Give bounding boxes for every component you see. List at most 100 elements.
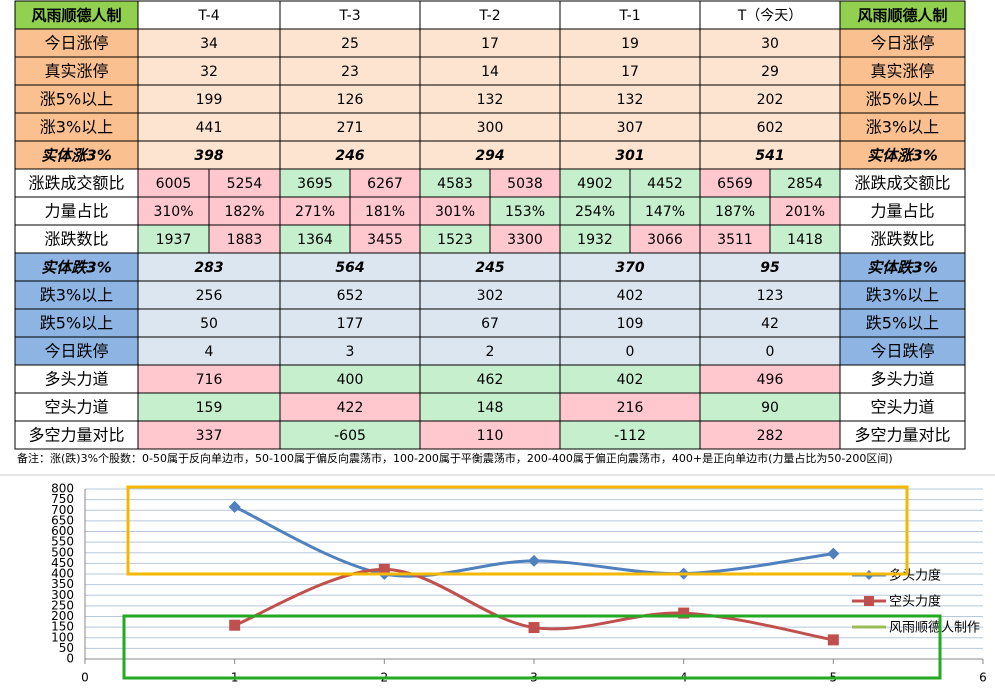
marker — [229, 619, 241, 631]
marker — [827, 634, 839, 646]
legend-marker — [864, 596, 874, 606]
cell-text: 187% — [715, 204, 755, 220]
row-label: 涨跌成交额比 — [854, 174, 950, 193]
row-label: 涨3%以上 — [866, 118, 939, 137]
row-label: 今日跌停 — [44, 342, 108, 361]
cell — [559, 308, 701, 338]
cell — [14, 28, 139, 58]
cell-text: 564 — [335, 260, 364, 276]
row-label: 多空力量对比 — [28, 426, 124, 445]
cell-text: 422 — [337, 400, 364, 416]
cell — [839, 0, 966, 30]
cell-text: 4583 — [437, 176, 473, 192]
x-tick-label: 0 — [81, 671, 89, 685]
cell — [279, 308, 421, 338]
cell — [839, 168, 966, 198]
cell — [419, 140, 561, 170]
cell-text: 148 — [477, 400, 504, 416]
row-label: 实体涨3% — [867, 147, 937, 165]
y-tick-label: 400 — [51, 567, 74, 581]
cell — [559, 336, 701, 366]
cell-text: 6569 — [717, 176, 753, 192]
cell-text: 1937 — [156, 232, 192, 248]
cell — [419, 224, 491, 254]
cell — [208, 168, 281, 198]
cell — [839, 84, 966, 114]
cell — [699, 168, 771, 198]
cell — [349, 168, 421, 198]
cell — [279, 336, 421, 366]
cell-text: 17 — [481, 36, 499, 52]
note: 备注：涨(跌)3%个股数：0-50属于反向单边市，50-100属于偏反向震荡市，… — [17, 451, 893, 465]
marker — [528, 554, 540, 567]
row-label: 今日涨停 — [44, 34, 108, 53]
cell-text: 398 — [194, 148, 223, 164]
cell — [137, 56, 281, 86]
cell-text: 67 — [481, 316, 499, 332]
corner-label: 风雨顺德人制 — [857, 7, 947, 25]
cell — [699, 392, 841, 422]
row-label: 多空力量对比 — [854, 426, 950, 445]
cell-text: 132 — [477, 92, 504, 108]
cell — [559, 252, 701, 282]
cell-text: 254% — [575, 204, 615, 220]
cell — [137, 420, 281, 450]
cell — [137, 112, 281, 142]
cell — [137, 336, 281, 366]
y-tick-label: 150 — [51, 620, 74, 634]
cell-text: 310% — [153, 204, 193, 220]
cell-text: 181% — [365, 204, 405, 220]
y-tick-label: 500 — [51, 545, 74, 559]
cell-text: 1932 — [577, 232, 613, 248]
cell-text: 652 — [337, 288, 364, 304]
row-label: 空头力道 — [44, 398, 108, 417]
cell-text: 199 — [196, 92, 223, 108]
cell-text: 126 — [337, 92, 364, 108]
cell — [419, 56, 561, 86]
cell-text: 30 — [761, 36, 779, 52]
cell-text: 1883 — [227, 232, 263, 248]
cell-text: 402 — [617, 288, 644, 304]
cell-text: 34 — [200, 36, 218, 52]
cell — [559, 224, 631, 254]
y-tick-label: 600 — [51, 524, 74, 538]
cell — [137, 280, 281, 310]
y-tick-label: 800 — [51, 482, 74, 496]
column-header: T-4 — [197, 8, 219, 24]
cell-text: 159 — [196, 400, 223, 416]
cell-text: 147% — [645, 204, 685, 220]
cell-text: 123 — [757, 288, 784, 304]
cell-text: 1418 — [787, 232, 823, 248]
cell-text: 201% — [785, 204, 825, 220]
cell — [14, 0, 139, 30]
cell — [14, 112, 139, 142]
cell-text: 216 — [617, 400, 644, 416]
cell — [279, 56, 421, 86]
cell-text: 1523 — [437, 232, 473, 248]
cell — [14, 420, 139, 450]
cell — [279, 252, 421, 282]
row-label: 多头力道 — [870, 370, 934, 389]
row-label: 实体涨3% — [41, 147, 111, 165]
cell-text: 282 — [757, 428, 784, 444]
marker — [528, 622, 540, 634]
row-label: 今日跌停 — [870, 342, 934, 361]
cell — [279, 140, 421, 170]
cell — [349, 224, 421, 254]
cell — [137, 168, 210, 198]
y-tick-label: 100 — [51, 630, 74, 644]
row-label: 涨3%以上 — [40, 118, 113, 137]
cell — [769, 168, 841, 198]
legend-label: 空头力度 — [889, 594, 941, 610]
y-tick-label: 700 — [51, 503, 74, 517]
cell — [279, 364, 421, 394]
cell-text: 3511 — [717, 232, 753, 248]
cell — [839, 112, 966, 142]
column-header: T-2 — [478, 8, 500, 24]
cell — [419, 392, 561, 422]
cell — [14, 140, 139, 170]
cell — [839, 224, 966, 254]
cell — [699, 224, 771, 254]
cell — [699, 84, 841, 114]
cell — [559, 56, 701, 86]
